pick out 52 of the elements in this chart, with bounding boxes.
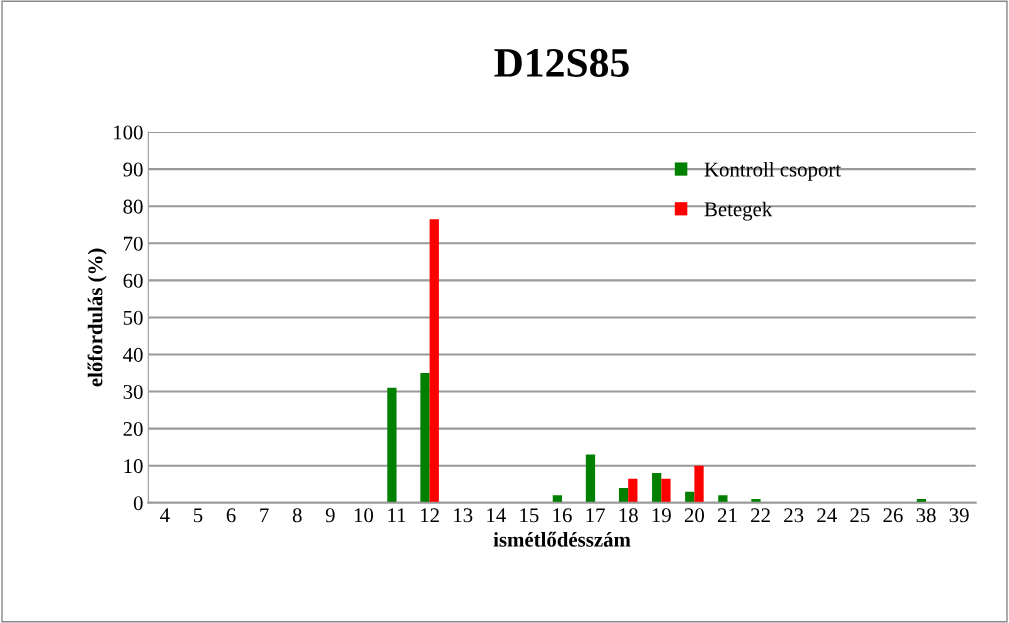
y-tick-label: 60 xyxy=(123,273,143,288)
y-axis-title: előfordulás (%) xyxy=(87,248,107,387)
chart-title: D12S85 xyxy=(494,48,629,77)
bar xyxy=(694,465,704,503)
x-tick-label: 11 xyxy=(388,508,406,523)
x-tick-label: 23 xyxy=(784,508,804,523)
y-tick-label: 70 xyxy=(124,236,143,251)
x-tick-label: 25 xyxy=(850,508,870,523)
bar xyxy=(387,387,397,503)
bar xyxy=(552,495,563,503)
y-tick-label: 30 xyxy=(123,384,143,399)
x-tick-label: 21 xyxy=(717,508,737,523)
y-tick-label: 0 xyxy=(133,496,143,511)
legend-label: Betegek xyxy=(704,201,773,221)
x-tick-label: 15 xyxy=(520,508,539,523)
y-tick-label: 50 xyxy=(123,310,143,325)
y-tick-label: 40 xyxy=(123,347,143,362)
x-tick-label: 13 xyxy=(454,508,473,523)
bar xyxy=(661,478,671,503)
x-tick-label: 17 xyxy=(586,508,605,523)
x-tick-label: 9 xyxy=(325,508,335,523)
legend-label: Kontroll csoport xyxy=(704,161,841,181)
x-tick-label: 26 xyxy=(883,508,903,523)
x-tick-label: 4 xyxy=(160,508,170,523)
x-tick-label: 38 xyxy=(916,508,936,523)
x-tick-label: 8 xyxy=(292,508,302,523)
x-tick-label: 19 xyxy=(652,508,671,523)
y-tick-label: 20 xyxy=(123,422,143,437)
x-tick-label: 16 xyxy=(553,508,572,523)
x-tick-label: 22 xyxy=(751,508,770,523)
x-tick-label: 14 xyxy=(487,508,506,523)
x-tick-label: 6 xyxy=(226,508,236,523)
bar xyxy=(420,373,430,503)
y-tick-label: 10 xyxy=(124,459,143,474)
x-tick-label: 10 xyxy=(354,508,374,523)
bar xyxy=(618,487,629,503)
x-tick-label: 12 xyxy=(421,508,439,523)
bar xyxy=(628,478,638,503)
y-tick-label: 90 xyxy=(123,162,143,177)
bar xyxy=(652,473,662,503)
bar xyxy=(718,495,728,503)
x-tick-label: 20 xyxy=(684,508,705,523)
x-tick-label: 24 xyxy=(817,508,837,523)
x-tick-label: 18 xyxy=(619,508,638,523)
y-tick-label: 80 xyxy=(123,199,143,214)
x-tick-label: 5 xyxy=(193,508,203,523)
bar xyxy=(585,454,596,503)
y-tick-label: 100 xyxy=(114,125,143,140)
bar xyxy=(429,219,439,503)
x-axis-title: ismétlődésszám xyxy=(493,531,631,547)
x-tick-label: 39 xyxy=(949,508,969,523)
x-tick-label: 7 xyxy=(260,508,269,523)
